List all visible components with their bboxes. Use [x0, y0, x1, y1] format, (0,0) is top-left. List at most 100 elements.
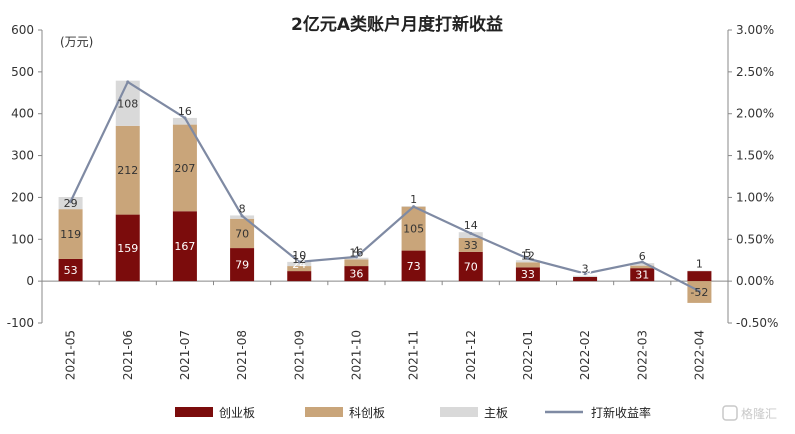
x-tick-label: 2021-12 — [464, 330, 478, 380]
bar-segment — [58, 258, 83, 282]
bar-segment — [58, 209, 83, 259]
yield-point — [126, 80, 130, 84]
bar-segment — [172, 211, 197, 282]
data-label: 24 — [692, 258, 706, 271]
x-tick-label: 2021-08 — [235, 330, 249, 380]
legend-swatch — [305, 407, 343, 417]
legend-swatch — [175, 407, 213, 417]
data-label: -52 — [690, 286, 708, 299]
bar-segment — [172, 124, 197, 212]
yield-point — [526, 257, 530, 261]
data-label: 70 — [464, 260, 478, 273]
bar-segment — [573, 276, 598, 282]
x-tick-label: 2021-10 — [349, 330, 363, 380]
yield-line-group — [69, 80, 701, 293]
yield-point — [297, 260, 301, 264]
right-tick-label: -0.50% — [736, 316, 778, 330]
legend-label: 主板 — [484, 406, 508, 420]
bar-segment — [115, 125, 140, 215]
left-tick-label: 200 — [11, 190, 34, 204]
right-tick-label: 2.50% — [736, 65, 774, 79]
watermark-logo-icon — [722, 405, 738, 421]
bar-segment — [172, 117, 197, 125]
left-tick-label: 300 — [11, 149, 34, 163]
yield-point — [240, 214, 244, 218]
yield-line — [69, 80, 700, 293]
yield-point — [697, 289, 701, 293]
data-label: 8 — [239, 202, 246, 215]
bar-segment — [687, 271, 712, 282]
watermark: 格隆汇 — [722, 405, 777, 421]
data-label: 14 — [464, 219, 478, 232]
bar-segment — [630, 268, 655, 282]
data-labels-group: 5311929159212108167207167970824121036164… — [60, 97, 708, 299]
yield-point — [640, 260, 644, 264]
chart-title: 2亿元A类账户月度打新收益 — [291, 14, 503, 35]
yield-point — [412, 205, 416, 209]
bar-segment — [401, 250, 426, 282]
left-tick-label: 0 — [26, 274, 34, 288]
bar-segment — [515, 260, 540, 263]
bar-segment — [344, 266, 369, 282]
x-tick-label: 2022-04 — [692, 330, 706, 380]
left-tick-label: 500 — [11, 65, 34, 79]
data-label: 167 — [174, 240, 195, 253]
left-tick-label: 400 — [11, 107, 34, 121]
legend-swatch — [440, 407, 478, 417]
data-label: 53 — [64, 264, 78, 277]
x-tick-label: 2021-11 — [407, 330, 421, 380]
bar-segment — [515, 262, 540, 268]
right-tick-label: 3.00% — [736, 23, 774, 37]
x-tick-label: 2021-07 — [178, 330, 192, 380]
data-label: 29 — [64, 197, 78, 210]
right-tick-label: 1.00% — [736, 190, 774, 204]
right-tick-label: 2.00% — [736, 107, 774, 121]
left-tick-label: 100 — [11, 232, 34, 246]
bar-segment — [230, 248, 255, 282]
data-label: 70 — [235, 227, 249, 240]
data-label: 31 — [635, 269, 649, 282]
data-label: 73 — [407, 260, 421, 273]
yield-point — [183, 116, 187, 120]
bar-segment — [630, 263, 655, 266]
bar-segment — [630, 265, 655, 269]
data-label: 33 — [521, 268, 535, 281]
watermark-text: 格隆汇 — [741, 406, 777, 421]
data-label: 3 — [582, 263, 589, 276]
bar-segment — [344, 257, 369, 260]
x-tick-label: 2021-09 — [292, 330, 306, 380]
data-label: 16 — [349, 246, 363, 259]
data-label: 212 — [117, 164, 138, 177]
data-label: 79 — [235, 259, 249, 272]
bar-segment — [287, 261, 312, 267]
bar-segment — [115, 214, 140, 282]
right-tick-label: 1.50% — [736, 149, 774, 163]
data-label: 12 — [521, 249, 535, 262]
data-label: 119 — [60, 228, 81, 241]
x-tick-label: 2021-06 — [121, 330, 135, 380]
data-label: 4 — [353, 245, 360, 258]
yield-point — [583, 272, 587, 276]
bar-segment — [287, 271, 312, 282]
data-label: 5 — [524, 247, 531, 260]
data-label: 1 — [696, 258, 703, 271]
right-tick-label: 0.00% — [736, 274, 774, 288]
legend-label: 科创板 — [349, 406, 385, 420]
data-label: 33 — [464, 239, 478, 252]
data-label: 6 — [639, 250, 646, 263]
right-tick-label: 0.50% — [736, 232, 774, 246]
data-label: 105 — [403, 223, 424, 236]
bar-segment — [287, 266, 312, 272]
x-tick-label: 2022-02 — [578, 330, 592, 380]
data-label: 24 — [292, 258, 306, 271]
data-label: 10 — [578, 264, 592, 277]
legend-label: 创业板 — [219, 406, 255, 420]
yield-point — [469, 231, 473, 235]
bar-segment — [458, 232, 483, 239]
y-axis-unit-label: (万元) — [60, 35, 93, 49]
axes-group: 600 500 400 300 200 100 0 -100 3.00% 2.50% 2.00% 1.… — [7, 23, 779, 380]
data-label: 12 — [292, 253, 306, 266]
yield-point — [69, 200, 73, 204]
legend: 创业板 科创板 主板 打新收益率 — [175, 405, 651, 420]
